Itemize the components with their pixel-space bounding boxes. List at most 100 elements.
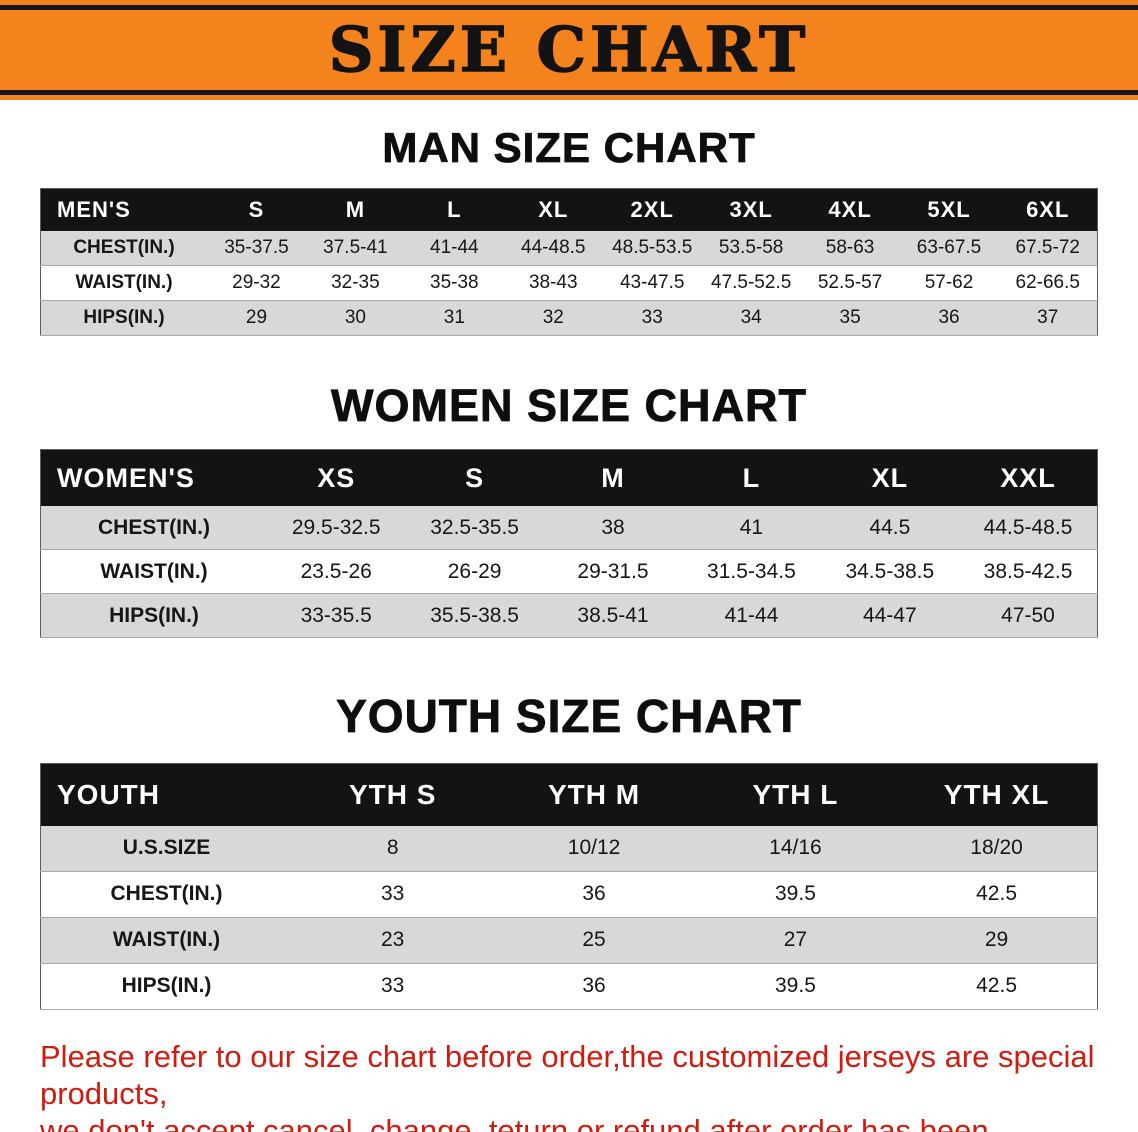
value-cell: 47.5-52.5 (701, 265, 801, 302)
value-cell: 23.5-26 (267, 549, 406, 595)
table-row: WAIST(IN.) 29-32 32-35 35-38 38-43 43-47.5 47.… (40, 265, 1098, 302)
value-cell: 35.5-38.5 (405, 593, 544, 639)
value-cell: 29.5-32.5 (267, 506, 406, 551)
footer-line-1: Please refer to our size chart before or… (40, 1038, 1095, 1111)
value-cell: 32-35 (305, 265, 405, 302)
women-size-table: WOMEN'S XS S M L XL XXL CHEST(IN.) 29.5-32.5 32.5… (40, 449, 1098, 639)
size-header-cell: 6XL (998, 188, 1098, 232)
value-cell: 25 (493, 917, 695, 964)
value-cell: 35-37.5 (207, 231, 306, 267)
women-size-table-container: WOMEN'S XS S M L XL XXL CHEST(IN.) 29.5-32.5 32.5… (40, 449, 1098, 639)
table-title-cell: WOMEN'S (40, 449, 267, 507)
men-section-heading: MAN SIZE CHART (382, 124, 756, 171)
header-row: WOMEN'S XS S M L XL XXL (40, 449, 1098, 507)
size-header-cell: 3XL (701, 188, 801, 232)
size-header-cell: XL (503, 188, 603, 232)
value-cell: 35-38 (404, 265, 504, 302)
value-cell: 67.5-72 (998, 231, 1098, 267)
size-header-cell: S (207, 188, 306, 232)
value-cell: 63-67.5 (899, 231, 999, 267)
value-cell: 36 (493, 871, 695, 918)
value-cell: 41-44 (682, 593, 821, 639)
section-youth: YOUTH SIZE CHART YOUTH YTH S YTH M YTH L YTH… (0, 690, 1138, 1010)
section-women: WOMEN SIZE CHART WOMEN'S XS S M L XL XXL CHEST(… (0, 380, 1138, 639)
value-cell: 33 (602, 300, 702, 337)
table-row: WAIST(IN.) 23.5-26 26-29 29-31.5 31.5-34.5 34… (40, 549, 1098, 595)
value-cell: 14/16 (694, 825, 897, 872)
value-cell: 35 (800, 300, 900, 337)
value-cell: 33 (292, 871, 494, 918)
section-men: MAN SIZE CHART MEN'S S M L XL 2XL 3XL 4XL 5XL 6XL… (0, 124, 1138, 337)
value-cell: 32.5-35.5 (405, 506, 544, 551)
table-row: HIPS(IN.) 29 30 31 32 33 34 35 36 37 (40, 300, 1098, 337)
header-row: YOUTH YTH S YTH M YTH L YTH XL (40, 763, 1098, 826)
value-cell: 41 (682, 506, 821, 551)
row-label-cell: WAIST(IN.) (40, 549, 267, 595)
row-label-cell: HIPS(IN.) (40, 963, 292, 1010)
size-header-cell: YTH M (493, 763, 695, 826)
table-row: CHEST(IN.) 35-37.5 37.5-41 41-44 44-48.5 48.5… (40, 231, 1098, 267)
header-row: MEN'S S M L XL 2XL 3XL 4XL 5XL 6XL (40, 188, 1098, 232)
size-header-cell: M (543, 449, 683, 507)
women-section-heading: WOMEN SIZE CHART (331, 380, 807, 432)
value-cell: 47-50 (959, 593, 1098, 639)
row-label-cell: CHEST(IN.) (40, 871, 292, 918)
size-header-cell: S (405, 449, 544, 507)
value-cell: 29-32 (207, 265, 306, 302)
value-cell: 31 (404, 300, 504, 337)
banner-title: SIZE CHART (328, 13, 810, 86)
value-cell: 58-63 (800, 231, 900, 267)
value-cell: 18/20 (896, 825, 1098, 872)
value-cell: 33-35.5 (267, 593, 406, 639)
size-header-cell: YTH L (694, 763, 897, 826)
value-cell: 44-48.5 (503, 231, 603, 267)
value-cell: 29-31.5 (543, 549, 683, 595)
footer-line-2: we don't accept cancel, change, teturn o… (40, 1113, 989, 1132)
value-cell: 27 (694, 917, 897, 964)
men-size-table-container: MEN'S S M L XL 2XL 3XL 4XL 5XL 6XL CHEST(IN.) 35-37… (40, 188, 1098, 337)
value-cell: 26-29 (405, 549, 544, 595)
value-cell: 10/12 (493, 825, 695, 872)
table-row: WAIST(IN.) 23 25 27 29 (40, 917, 1098, 964)
value-cell: 62-66.5 (998, 265, 1098, 302)
size-header-cell: L (682, 449, 821, 507)
size-header-cell: YTH XL (896, 763, 1098, 826)
table-row: HIPS(IN.) 33 36 39.5 42.5 (40, 963, 1098, 1010)
value-cell: 23 (292, 917, 494, 964)
table-title-cell: YOUTH (40, 763, 292, 826)
youth-section-heading: YOUTH SIZE CHART (336, 690, 802, 743)
value-cell: 34 (701, 300, 801, 337)
value-cell: 38-43 (503, 265, 603, 302)
value-cell: 29 (207, 300, 306, 337)
row-label-cell: HIPS(IN.) (40, 593, 267, 639)
size-header-cell: YTH S (292, 763, 494, 826)
value-cell: 8 (292, 825, 494, 872)
size-header-cell: 2XL (602, 188, 702, 232)
size-header-cell: 5XL (899, 188, 999, 232)
table-row: U.S.SIZE 8 10/12 14/16 18/20 (40, 825, 1098, 872)
youth-size-table-container: YOUTH YTH S YTH M YTH L YTH XL U.S.SIZE 8 10/12… (40, 762, 1098, 1010)
size-header-cell: 4XL (800, 188, 900, 232)
size-header-cell: XL (820, 449, 960, 507)
men-size-table: MEN'S S M L XL 2XL 3XL 4XL 5XL 6XL CHEST(IN.) 35-37… (40, 188, 1098, 337)
row-label-cell: CHEST(IN.) (40, 506, 267, 551)
value-cell: 37 (998, 300, 1098, 337)
value-cell: 41-44 (404, 231, 504, 267)
value-cell: 37.5-41 (305, 231, 405, 267)
table-row: HIPS(IN.) 33-35.5 35.5-38.5 38.5-41 41-44 44-… (40, 593, 1098, 639)
size-chart-banner: SIZE CHART (0, 0, 1138, 100)
row-label-cell: WAIST(IN.) (40, 917, 292, 964)
value-cell: 44.5 (820, 506, 960, 551)
value-cell: 42.5 (896, 963, 1098, 1010)
value-cell: 30 (305, 300, 405, 337)
value-cell: 44.5-48.5 (959, 506, 1098, 551)
value-cell: 42.5 (896, 871, 1098, 918)
row-label-cell: U.S.SIZE (40, 825, 292, 872)
youth-size-table: YOUTH YTH S YTH M YTH L YTH XL U.S.SIZE 8 10/12… (40, 762, 1098, 1010)
value-cell: 44-47 (820, 593, 960, 639)
value-cell: 38.5-42.5 (959, 549, 1098, 595)
value-cell: 52.5-57 (800, 265, 900, 302)
value-cell: 34.5-38.5 (820, 549, 960, 595)
size-header-cell: L (404, 188, 504, 232)
value-cell: 33 (292, 963, 494, 1010)
